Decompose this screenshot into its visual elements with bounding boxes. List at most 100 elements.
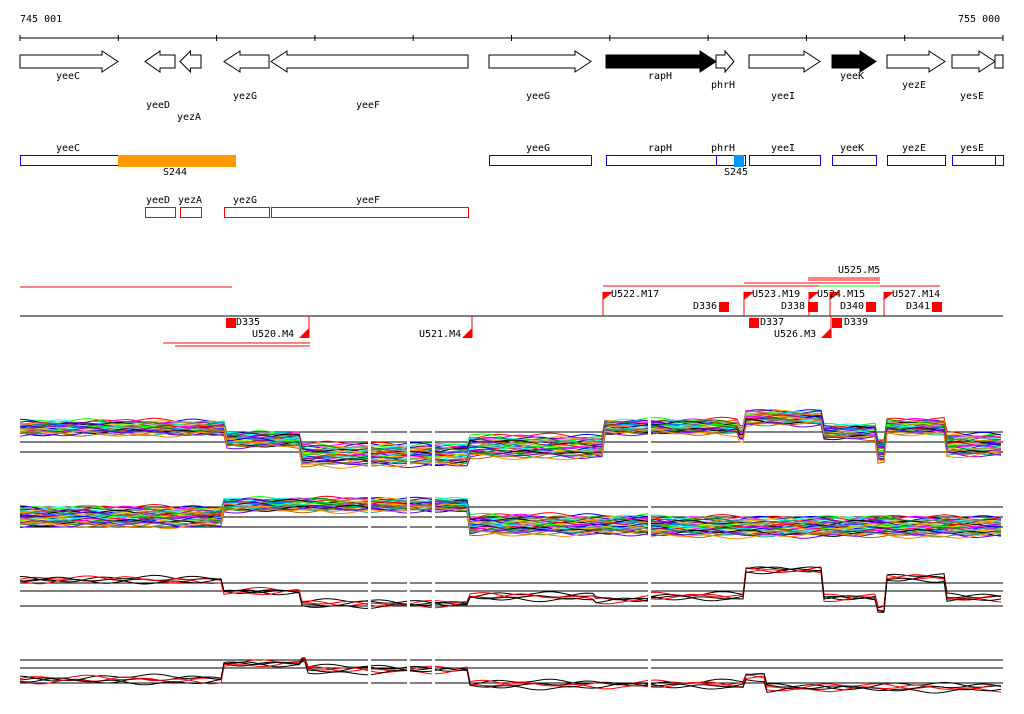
feature-label: U522.M17 [611,289,660,300]
feature-label: D341 [906,301,931,312]
data-gap [407,558,410,618]
feature-label: U526.M3 [774,329,817,340]
gene-arrow-yeeG [488,50,592,73]
feature-label: U521.M4 [419,329,462,340]
operon-box [749,155,821,166]
operon-box [489,155,592,166]
feature-label: D338 [781,301,806,312]
feature-label: D336 [693,301,718,312]
gene-label: yezG [232,91,258,102]
red-operon-box [180,207,202,218]
feature-flag [809,292,819,300]
operon-box [887,155,946,166]
data-gap [432,482,435,542]
gene-arrow-yeeD [144,50,176,73]
expression-profile [19,421,1002,467]
feature-flag [299,328,309,338]
expression-profile [19,566,1002,609]
gene-label: yesE [959,91,985,102]
feature-block [808,302,818,312]
feature-label: U524.M15 [817,289,866,300]
red-operon-box [224,207,270,218]
expression-profile [19,498,1002,527]
feature-block [226,318,236,328]
gene-arrow-yezE [886,50,946,73]
data-gap [368,558,371,618]
expression-profile [19,566,1002,613]
gene-label: rapH [647,71,673,82]
data-gap [432,407,435,467]
gene-arrow-rapH [605,50,717,73]
operon-label: yeeK [839,143,865,154]
feature-label: U525.M5 [838,265,881,276]
ruler-end-label: 755 000 [958,14,1001,25]
data-gap [648,407,651,467]
feature-label: D337 [760,317,785,328]
segment-s244 [118,155,236,167]
gene-arrow-yesE [951,50,996,73]
gene-label: yeeK [839,71,865,82]
operon-label: yesE [959,143,985,154]
data-gap [368,407,371,467]
expression-profile [19,657,1002,693]
operon-box [716,155,746,166]
feature-label: D335 [236,317,261,328]
feature-block [832,318,842,328]
gene-label: yeeC [55,71,81,82]
expression-profile [19,497,1002,525]
gene-arrow-yezG [223,50,270,73]
gene-label: yezA [176,112,202,123]
gene-arrow-yeeK [831,50,877,73]
gene-arrow-yeeC [19,50,119,73]
expression-profile [19,500,1002,531]
feature-flag [830,292,840,300]
expression-profile [19,568,1002,613]
segment-label: S244 [162,167,188,178]
operon-label: yezE [901,143,927,154]
data-gap [407,482,410,542]
gene-label: yeeD [145,100,171,111]
operon-label: phrH [710,143,736,154]
segment-s245 [734,155,744,167]
data-gap [648,558,651,618]
gene-label: yeeF [355,100,381,111]
feature-flag [884,292,894,300]
feature-label: U520.M4 [252,329,295,340]
expression-profile [19,418,1002,464]
expression-profile [19,500,1002,531]
data-gap [368,635,371,695]
expression-profile [19,506,1002,540]
feature-block [866,302,876,312]
feature-block [749,318,759,328]
expression-profile [19,420,1002,469]
expression-profile [20,659,1002,692]
red-operon-box [271,207,469,218]
operon-box [606,155,717,166]
operon-box [832,155,877,166]
gene-arrow-yeeF [270,50,469,73]
gene-label: yeeI [770,91,796,102]
gene-arrow-partial [994,54,1004,69]
gene-label: phrH [710,80,736,91]
data-gap [407,407,410,467]
feature-block [719,302,729,312]
red-operon-label: yeeF [355,195,381,206]
expression-profile [19,504,1002,537]
data-gap [648,635,651,695]
gene-arrow-yeeI [748,50,821,73]
feature-flag [821,328,831,338]
ruler-start-label: 745 001 [20,14,63,25]
feature-label: D340 [840,301,865,312]
operon-box [20,155,119,166]
operon-box [952,155,1004,166]
feature-flag [462,328,472,338]
feature-label: U527.M14 [892,289,941,300]
feature-label: U523.M19 [752,289,801,300]
operon-label: rapH [647,143,673,154]
red-operon-label: yeeD [145,195,171,206]
feature-flag [744,292,754,300]
feature-label: D339 [844,317,869,328]
feature-flag [603,292,613,300]
expression-profile [19,567,1002,611]
